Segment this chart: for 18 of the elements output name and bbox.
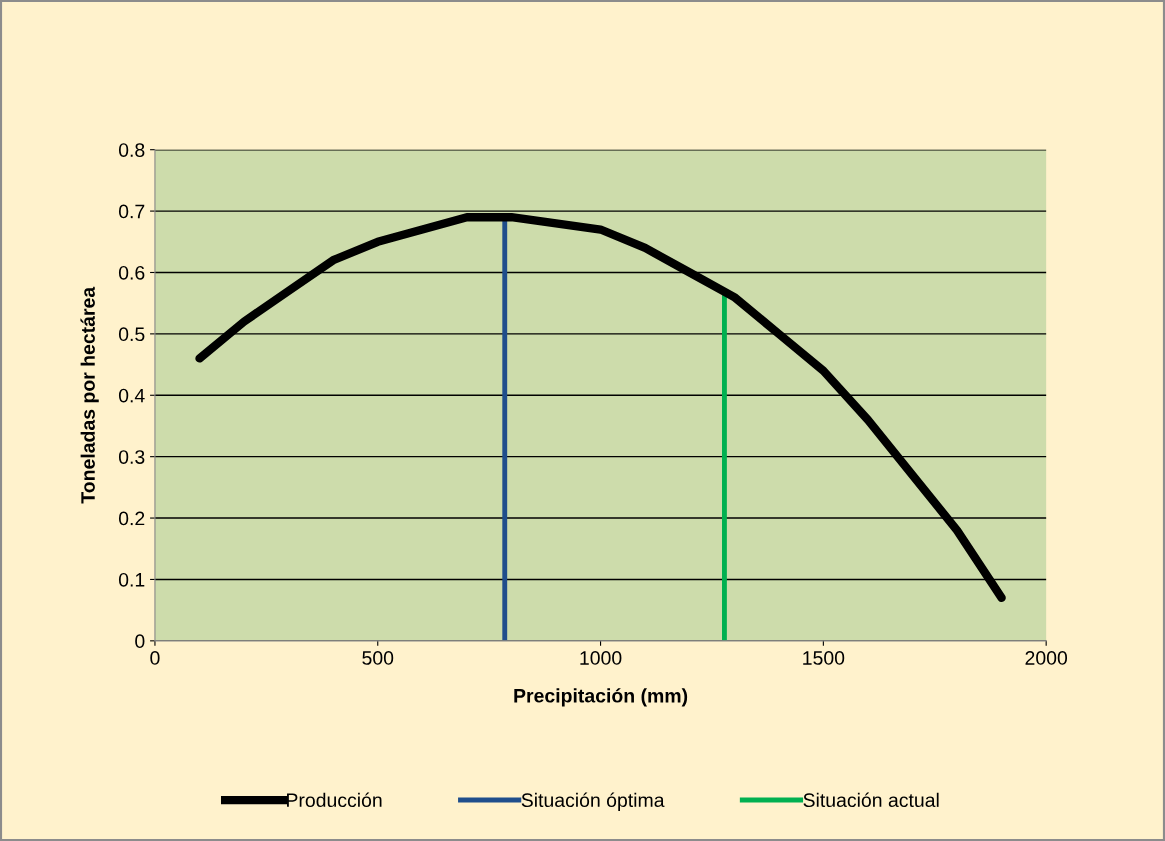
y-tick-label: 0.6 — [118, 265, 145, 280]
y-axis-title: Toneladas por hectárea — [80, 286, 99, 504]
legend-label: Situación actual — [803, 792, 939, 808]
y-tick-label: 0.3 — [118, 450, 145, 464]
x-axis-title: Precipitación (mm) — [514, 688, 688, 707]
x-tick-label: 1500 — [803, 651, 845, 665]
x-tick-label: 2000 — [1025, 651, 1068, 665]
y-tick-label: 0.8 — [118, 143, 145, 157]
legend-label: Situación óptima — [521, 792, 665, 811]
y-tick-label: 0.4 — [118, 388, 145, 403]
y-tick-label: 0.7 — [118, 204, 145, 219]
x-tick-label: 1000 — [580, 651, 622, 665]
x-tick-label: 500 — [362, 651, 394, 665]
y-tick-label: 0 — [135, 634, 145, 649]
y-tick-label: 0.5 — [118, 327, 145, 342]
x-tick-label: 0 — [150, 651, 160, 665]
y-tick-label: 0.1 — [118, 572, 145, 587]
y-tick-label: 0.2 — [118, 511, 145, 526]
